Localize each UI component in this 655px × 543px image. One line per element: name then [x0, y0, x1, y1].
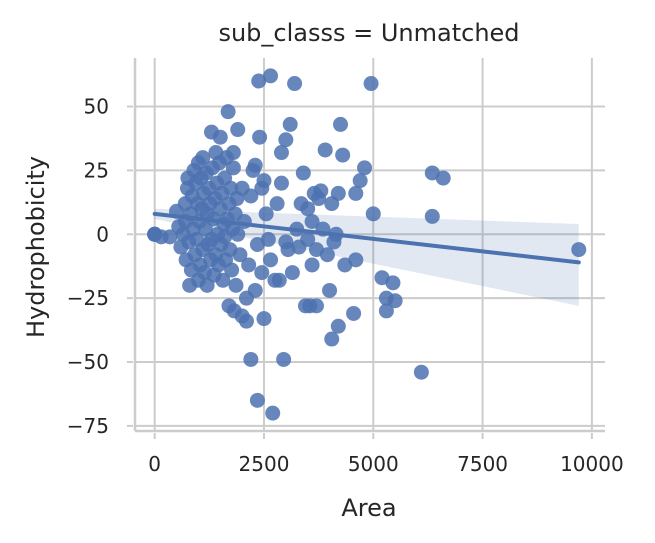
data-point	[225, 160, 241, 176]
data-point	[251, 73, 267, 89]
data-point	[348, 252, 364, 268]
data-point	[435, 170, 451, 186]
data-point	[287, 76, 303, 92]
data-point	[269, 196, 285, 212]
x-tick-label: 7500	[457, 452, 508, 476]
data-point	[265, 405, 281, 421]
data-point	[243, 351, 259, 367]
data-point	[273, 175, 289, 191]
data-point	[276, 351, 292, 367]
data-point	[254, 265, 270, 281]
data-point	[352, 173, 368, 189]
data-point	[330, 185, 346, 201]
data-point	[300, 231, 316, 247]
data-point	[195, 150, 211, 166]
regression-line	[152, 211, 581, 265]
data-point	[571, 242, 587, 258]
axes	[127, 58, 605, 439]
confidence-band	[154, 208, 579, 306]
data-point	[313, 183, 329, 199]
y-tick-labels: −75 −50 −25 0 25 50	[67, 95, 109, 438]
data-point	[263, 252, 279, 268]
data-points	[147, 68, 587, 421]
data-point	[258, 206, 274, 222]
data-point	[232, 247, 248, 263]
data-point	[295, 165, 311, 181]
data-point	[260, 231, 276, 247]
x-tick-label: 10000	[560, 452, 624, 476]
data-point	[282, 116, 298, 132]
data-point	[317, 142, 333, 158]
data-point	[247, 282, 263, 298]
data-point	[252, 129, 268, 145]
grid	[135, 58, 605, 431]
y-tick-label: 25	[84, 158, 109, 182]
data-point	[247, 157, 263, 173]
data-point	[215, 272, 231, 288]
chart-title: sub_classs = Unmatched	[218, 19, 519, 47]
data-point	[308, 298, 324, 314]
confidence-band-layer	[154, 208, 579, 306]
data-point	[225, 145, 241, 161]
data-point	[387, 293, 403, 309]
data-point	[230, 122, 246, 138]
data-point	[271, 272, 287, 288]
data-point	[322, 282, 338, 298]
data-point	[284, 265, 300, 281]
x-tick-label: 5000	[348, 452, 399, 476]
data-point	[238, 313, 254, 329]
data-point	[230, 226, 246, 242]
data-point	[365, 206, 381, 222]
data-point	[228, 277, 244, 293]
y-tick-label: −25	[67, 286, 109, 310]
regression-line-layer	[152, 211, 581, 265]
x-tick-label: 2500	[239, 452, 290, 476]
data-point	[413, 364, 429, 380]
data-point	[348, 185, 364, 201]
y-tick-label: −50	[67, 350, 109, 374]
data-point	[241, 257, 257, 273]
y-tick-label: 0	[96, 222, 109, 246]
data-point	[256, 173, 272, 189]
data-point	[363, 76, 379, 92]
data-point	[378, 303, 394, 319]
data-point	[324, 331, 340, 347]
y-tick-label: −75	[67, 414, 109, 438]
data-point	[330, 318, 346, 334]
data-point	[278, 132, 294, 148]
data-point	[424, 208, 440, 224]
x-tick-label: 0	[148, 452, 161, 476]
data-point	[332, 116, 348, 132]
data-point	[357, 160, 373, 176]
data-point	[304, 257, 320, 273]
data-point	[273, 145, 289, 161]
data-point	[319, 247, 335, 263]
y-tick-label: 50	[84, 95, 109, 119]
data-point	[385, 275, 401, 291]
data-point	[263, 68, 279, 84]
data-point	[224, 262, 240, 278]
data-point	[212, 129, 228, 145]
data-point	[300, 201, 316, 217]
data-point	[220, 104, 236, 120]
data-point	[162, 229, 178, 245]
data-point	[335, 147, 351, 163]
data-point	[346, 305, 362, 321]
data-point	[249, 392, 265, 408]
data-point	[243, 188, 259, 204]
x-axis-label: Area	[341, 494, 396, 522]
x-tick-labels: 0 2500 5000 7500 10000	[148, 452, 623, 476]
data-point	[304, 214, 320, 230]
data-point	[256, 311, 272, 327]
y-axis-label: Hydrophobicity	[22, 156, 50, 338]
